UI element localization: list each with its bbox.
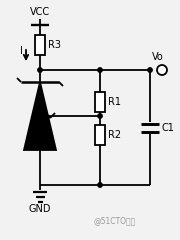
Text: @51CTO博客: @51CTO博客 [94, 216, 136, 225]
Circle shape [98, 114, 102, 118]
Text: R1: R1 [108, 97, 121, 107]
Text: R2: R2 [108, 130, 121, 140]
Text: C1: C1 [161, 123, 174, 133]
Text: GND: GND [29, 204, 51, 214]
Bar [35, 35, 45, 55]
Circle shape [157, 65, 167, 75]
Polygon shape [24, 82, 56, 150]
Circle shape [148, 68, 152, 72]
Circle shape [98, 68, 102, 72]
Text: Vo: Vo [152, 52, 164, 62]
Bar [95, 125, 105, 145]
Circle shape [38, 68, 42, 72]
Circle shape [98, 183, 102, 187]
Text: R3: R3 [48, 40, 61, 50]
Bar [95, 92, 105, 112]
Text: I: I [20, 47, 23, 56]
Text: VCC: VCC [30, 7, 50, 17]
